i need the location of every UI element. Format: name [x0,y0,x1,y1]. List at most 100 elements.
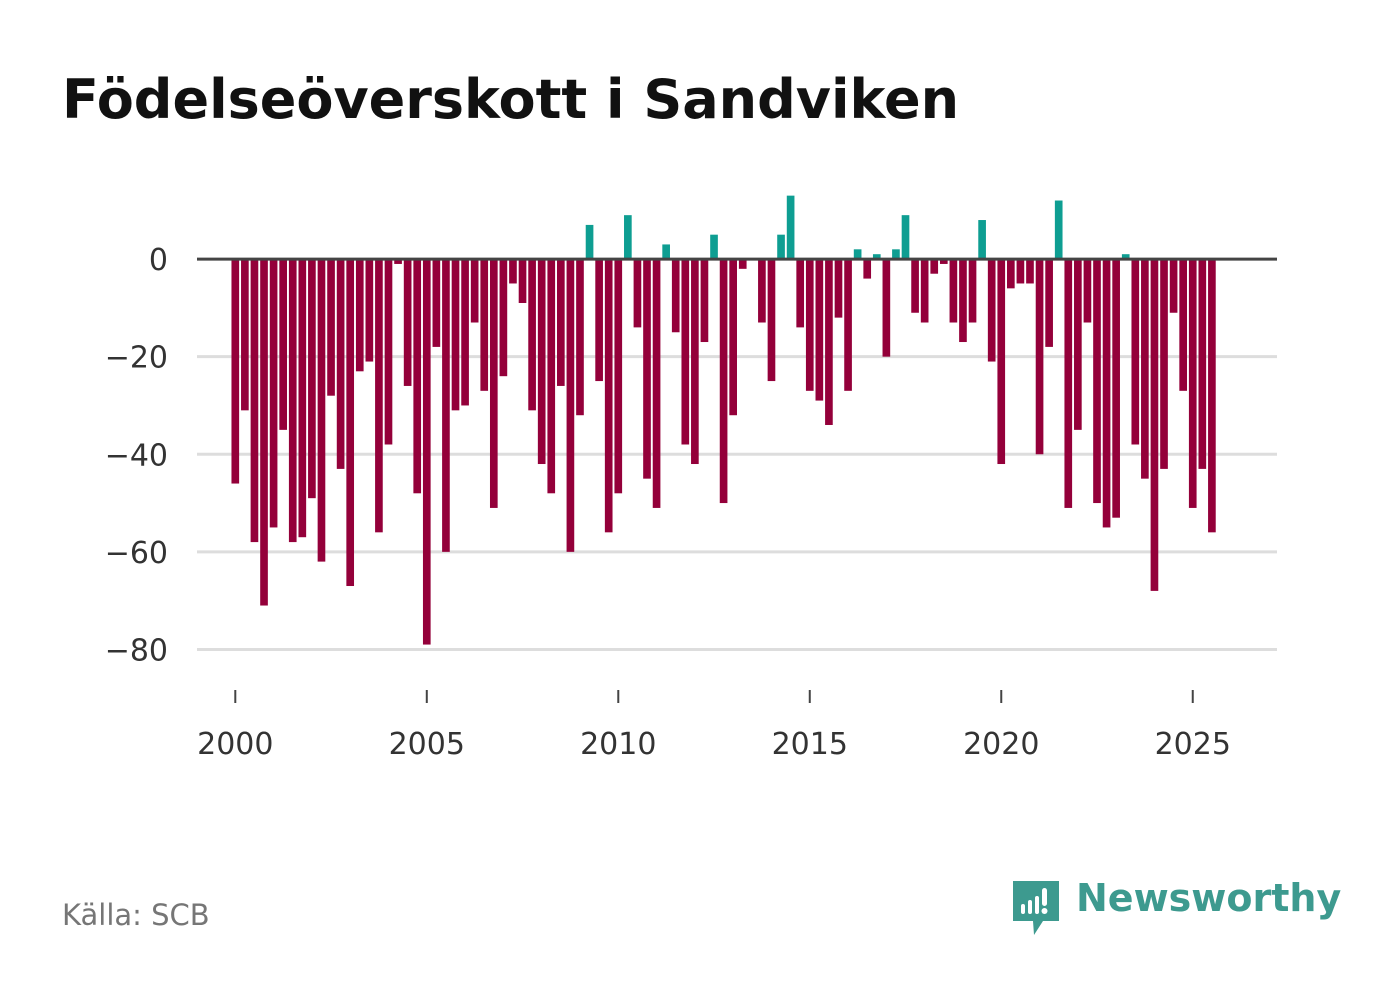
bar [298,259,307,538]
brand-logo: Newsworthy [1010,876,1342,940]
bar [1121,254,1130,260]
bar [1188,259,1197,508]
y-tick-label: −40 [105,438,168,473]
x-tick-label: 2010 [580,727,656,762]
bar [336,259,345,469]
bar [987,259,996,362]
source-note: Källa: SCB [62,898,210,932]
bar [1179,259,1187,391]
bar [825,259,833,425]
bar [451,259,460,411]
bar [1112,259,1120,518]
bar [671,259,680,333]
bar [978,220,986,260]
bar [853,249,862,260]
bar [815,259,824,401]
axes: 0 −20 −40 −60 −80 2000 2005 2010 2015 2020 2025 [105,243,1277,762]
bar [633,259,642,328]
bar [422,259,431,645]
bar [1141,259,1149,479]
bar [327,259,335,396]
bar [796,259,805,328]
bar [288,259,297,543]
bar [1208,259,1216,533]
bar [557,259,565,386]
y-tick-label: −20 [105,341,168,376]
newsworthy-logo-icon [1013,881,1059,935]
bar [518,259,527,303]
bar [537,259,546,465]
bar [939,259,948,264]
bar [882,259,891,357]
bar [499,259,508,377]
bar [729,259,737,416]
bars [231,195,1216,645]
bar [470,259,479,323]
bar [231,259,240,484]
brand-name: Newsworthy [1076,876,1342,920]
y-tick-label: −60 [105,536,168,571]
bar [1054,200,1063,260]
bar [260,259,268,606]
bar [652,259,661,508]
bar [250,259,259,543]
bar [1035,259,1044,455]
bar [758,259,766,323]
bar [547,259,556,494]
y-tick-label: −80 [105,633,168,668]
x-tick-label: 2005 [389,727,465,762]
bar [269,259,278,528]
bar [662,244,670,260]
bar [528,259,536,411]
bar [241,259,249,411]
bar [442,259,450,552]
bar [375,259,383,533]
bar [1064,259,1073,508]
bar [1160,259,1168,469]
bar [681,259,690,445]
bar [317,259,326,562]
bar [595,259,603,382]
bar [1074,259,1082,430]
bar [1016,259,1025,284]
y-tick-label: 0 [149,243,168,278]
bar [844,259,852,391]
x-tick-label: 2015 [772,727,848,762]
bar [1093,259,1101,504]
bar [863,259,872,279]
bar [1169,259,1178,313]
bar [1045,259,1053,347]
bar [480,259,489,391]
bar [308,259,316,499]
bar [834,259,843,318]
bar [403,259,412,386]
bar [805,259,814,391]
bar [384,259,393,445]
bar [624,215,632,260]
bar [1150,259,1159,591]
bar [777,234,785,260]
bar [691,259,699,465]
bar [738,259,747,269]
bar [346,259,355,587]
bar [920,259,929,323]
bar [489,259,498,508]
bar [949,259,958,323]
bar [997,259,1006,465]
bar [786,195,795,260]
bar [901,215,910,260]
bar [413,259,422,494]
bar [719,259,728,504]
bar [1083,259,1092,323]
bar [911,259,919,313]
chart-title: Födelseöverskott i Sandviken [62,68,960,131]
bar [509,259,517,284]
bar [1131,259,1140,445]
bar [872,254,881,260]
bar [968,259,977,323]
x-tick-label: 2025 [1155,727,1231,762]
bar [614,259,623,494]
bar [355,259,364,372]
bar [1007,259,1015,289]
